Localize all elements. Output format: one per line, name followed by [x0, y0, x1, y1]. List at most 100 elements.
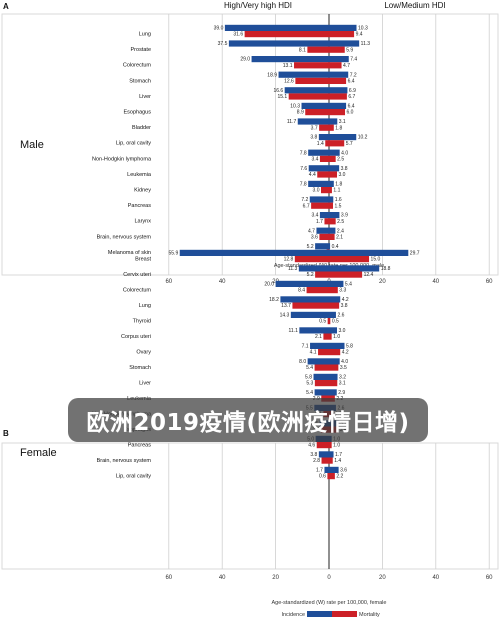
data-label: 4.6 [308, 443, 315, 449]
category-label: Liver [139, 381, 151, 387]
data-label: 1.8 [335, 182, 342, 188]
data-label: 7.8 [300, 182, 307, 188]
data-label: 3.3 [339, 288, 346, 294]
bar-incidence [308, 180, 329, 187]
right-header: Low/Medium HDI [384, 1, 445, 10]
data-label: 12.4 [364, 272, 374, 278]
bar-incidence [318, 451, 329, 458]
data-label: 39.0 [214, 26, 224, 32]
bar-mortality [295, 77, 329, 84]
bar-mortality [329, 333, 332, 340]
data-label: 1.5 [335, 203, 342, 209]
data-label: 12.6 [284, 79, 294, 85]
legend-swatch-mortality [332, 611, 357, 617]
bar-mortality [323, 333, 329, 340]
category-label: Colorectum [123, 63, 152, 69]
data-label: 3.0 [339, 172, 346, 178]
category-label: Esophagus [123, 110, 151, 116]
data-label: 1.7 [316, 468, 323, 474]
data-label: 4.4 [309, 172, 316, 178]
data-label: 4.2 [342, 297, 349, 303]
bar-mortality [319, 233, 329, 240]
bar-incidence [284, 87, 329, 94]
bar-incidence [280, 296, 329, 303]
data-label: 3.1 [339, 119, 346, 125]
data-label: 3.0 [313, 188, 320, 194]
data-label: 3.1 [339, 381, 346, 387]
bar-mortality [329, 202, 334, 209]
bar-incidence [329, 249, 409, 256]
data-label: 20.0 [264, 282, 274, 288]
legend-label-incidence: Incidence [281, 612, 305, 618]
data-label: 2.1 [336, 235, 343, 241]
category-label: Thyroid [133, 319, 151, 325]
data-label: 3.0 [339, 328, 346, 334]
data-label: 5.4 [306, 390, 313, 396]
data-label: 3.7 [311, 125, 318, 131]
data-label: 8.1 [299, 47, 306, 53]
data-label: 0.4 [332, 244, 339, 250]
bar-mortality [329, 140, 345, 147]
bar-incidence [329, 40, 360, 47]
bar-mortality [329, 109, 346, 116]
category-label: Lung [139, 32, 151, 38]
data-label: 6.4 [348, 79, 355, 85]
tick-label: 40 [219, 575, 226, 581]
bar-incidence [297, 118, 329, 125]
bar-mortality [319, 155, 329, 162]
bar-incidence [329, 56, 349, 63]
data-label: 7.4 [350, 57, 357, 63]
bar-incidence [329, 451, 334, 458]
bar-incidence [329, 71, 349, 78]
category-label: Larynx [134, 219, 151, 225]
data-label: 3.8 [310, 452, 317, 458]
bar-incidence [329, 389, 337, 396]
data-label: 1.6 [335, 197, 342, 203]
data-label: 6.7 [348, 94, 355, 100]
data-label: 0.6 [319, 474, 326, 480]
category-label: Stomach [129, 365, 151, 371]
panel-b: 60 40 20 0 20 40 60 B Female Age-standardized (W)… [1, 249, 499, 618]
bar-mortality [288, 93, 329, 100]
category-label: Colorectum [123, 288, 152, 294]
data-label: 7.8 [300, 150, 307, 156]
bar-mortality [294, 62, 329, 69]
bar-incidence [324, 466, 329, 473]
bar-mortality [319, 124, 329, 131]
bar-incidence [228, 40, 329, 47]
data-label: 1.8 [335, 125, 342, 131]
data-label: 13.7 [281, 303, 291, 309]
data-label: 3.4 [311, 213, 318, 219]
bar-incidence [319, 212, 329, 219]
category-label: Melanoma of skin [108, 250, 151, 256]
overlay-banner: 欧洲2019疫情(欧洲疫情日增) [68, 398, 428, 442]
bar-incidence [329, 118, 338, 125]
data-label: 1.4 [317, 141, 324, 147]
plot-frame [1, 13, 499, 276]
bar-incidence [224, 24, 329, 31]
panel-letter: B [3, 429, 9, 438]
category-label: Leukemia [127, 172, 152, 178]
bar-mortality [329, 287, 338, 294]
bar-mortality [329, 271, 363, 278]
bar-incidence [329, 358, 340, 365]
bar-incidence [329, 466, 339, 473]
x-axis-label: Age-standardized (W) rate per 100,000, f… [272, 600, 387, 606]
category-label: Corpus uteri [121, 334, 151, 340]
data-label: 55.9 [169, 251, 179, 257]
bar-mortality [325, 140, 329, 147]
bar-mortality [329, 364, 339, 371]
left-header: High/Very high HDI [224, 1, 292, 10]
data-label: 11.1 [288, 328, 298, 334]
bar-incidence [329, 296, 341, 303]
bar-incidence [329, 243, 331, 250]
tick-label: 60 [486, 279, 493, 285]
data-label: 12.8 [284, 257, 294, 263]
bar-incidence [313, 373, 329, 380]
bar-incidence [179, 249, 329, 256]
bar-incidence [329, 102, 347, 109]
category-label: Prostate [131, 47, 151, 53]
bar-incidence [314, 389, 329, 396]
data-label: 11.7 [287, 119, 297, 125]
data-label: 4.1 [310, 350, 317, 356]
